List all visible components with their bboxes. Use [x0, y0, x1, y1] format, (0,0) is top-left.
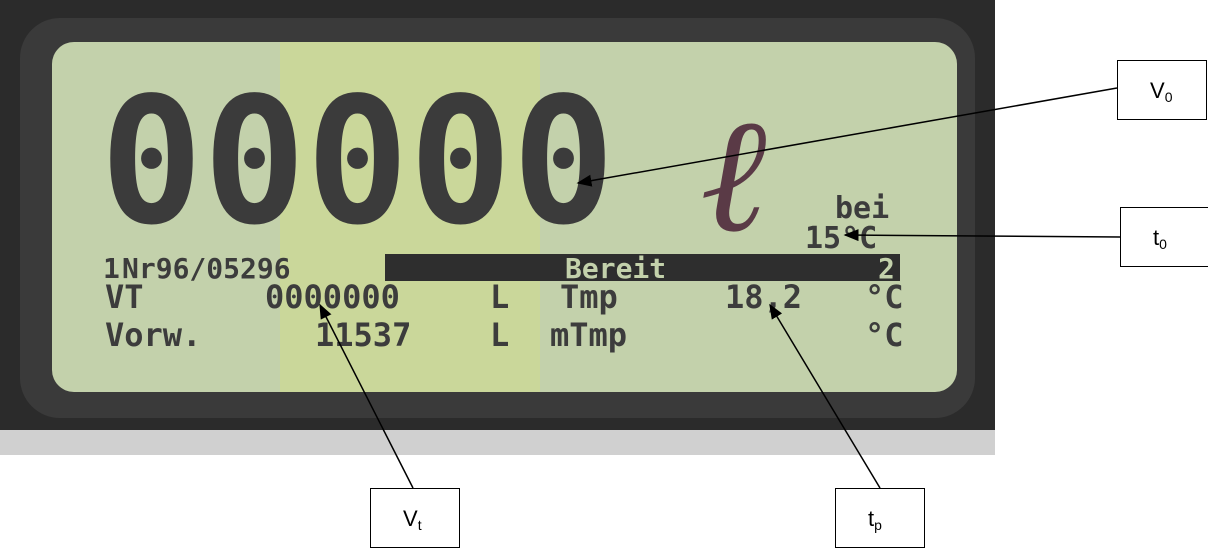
- lcd-cell: L: [490, 316, 509, 354]
- lcd-cell: Vorw.: [105, 316, 201, 354]
- lcd-cell: mTmp: [550, 316, 627, 354]
- arrow: [319, 303, 414, 489]
- status-id: Nr96/05296: [122, 252, 291, 285]
- status-bar: [385, 254, 900, 281]
- lcd-cell: 11537: [315, 316, 411, 354]
- callout-sub: t: [418, 517, 422, 533]
- callout-box: [370, 488, 460, 548]
- lcd-cell: °C: [865, 278, 904, 316]
- callout-box: [1117, 60, 1207, 120]
- big-digits: 00000: [100, 61, 615, 264]
- lcd-cell: Tmp: [560, 278, 618, 316]
- callout-box: [835, 488, 925, 548]
- callout-label: V0: [1150, 78, 1173, 105]
- lcd-cell: °C: [865, 316, 904, 354]
- status-left: 1: [103, 252, 120, 285]
- callout-main: V: [1150, 78, 1165, 103]
- glare: [280, 42, 540, 392]
- callout-main: t: [868, 506, 874, 531]
- unit: ℓ: [700, 81, 767, 268]
- callout-label: tp: [868, 506, 882, 533]
- callout-box: [1120, 207, 1208, 267]
- status-right: 2: [878, 252, 895, 285]
- lcd-cell: 0000000: [265, 278, 400, 316]
- lcd-cell: 18,2: [725, 278, 802, 316]
- callout-sub: 0: [1165, 89, 1173, 105]
- callouts: [319, 87, 1121, 489]
- bei: bei: [835, 191, 889, 226]
- status-state: Bereit: [565, 252, 666, 285]
- callout-sub: p: [874, 517, 882, 533]
- device-label-strip: [0, 430, 995, 455]
- lcd-cell: VT: [105, 278, 144, 316]
- arrow: [576, 87, 1118, 187]
- lcd-panel: [52, 42, 957, 392]
- callout-label: Vt: [403, 506, 422, 533]
- callout-sub: 0: [1159, 236, 1167, 252]
- lcd-cell: L: [490, 278, 509, 316]
- callout-main: V: [403, 506, 418, 531]
- callout-label: t0: [1153, 225, 1167, 252]
- arrow: [769, 303, 881, 489]
- arrow: [843, 229, 1121, 242]
- callout-main: t: [1153, 225, 1159, 250]
- ref-temp: 15°C: [805, 221, 877, 256]
